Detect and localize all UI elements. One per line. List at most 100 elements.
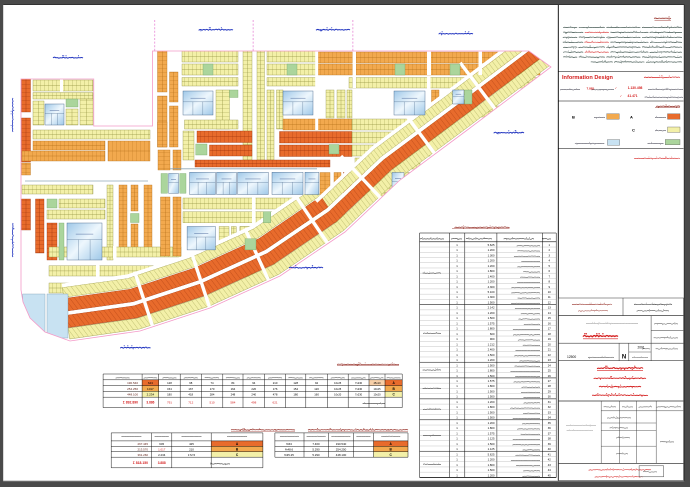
svg-text:1: 1	[456, 306, 458, 310]
svg-text:1.125: 1.125	[488, 447, 495, 451]
svg-text:1: 1	[456, 327, 458, 331]
svg-text:180: 180	[293, 393, 298, 397]
svg-text:1: 1	[456, 431, 458, 435]
svg-text:6: 6	[549, 269, 551, 273]
svg-text:1: 1	[456, 442, 458, 446]
svg-text:25: 25	[548, 369, 552, 373]
svg-text:1: 1	[456, 437, 458, 441]
svg-text:30: 30	[548, 395, 552, 399]
svg-text:✓: ✓	[620, 94, 622, 98]
svg-text:42: 42	[548, 458, 552, 462]
svg-text:1: 1	[456, 374, 458, 378]
svg-text:645: 645	[159, 442, 164, 446]
svg-text:1.200: 1.200	[488, 400, 495, 404]
svg-text:210: 210	[189, 447, 194, 451]
svg-text:1: 1	[456, 316, 458, 320]
svg-text:1.300: 1.300	[488, 295, 495, 299]
svg-text:1: 1	[456, 416, 458, 420]
svg-text:C: C	[392, 393, 395, 397]
svg-text:418: 418	[188, 393, 193, 397]
svg-text:Σ 818.150: Σ 818.150	[133, 461, 148, 465]
svg-text:1.500: 1.500	[488, 353, 495, 357]
svg-text:2.142: 2.142	[488, 306, 495, 310]
svg-text:267.445: 267.445	[138, 442, 149, 446]
svg-text:128: 128	[293, 381, 298, 385]
svg-text:1.200: 1.200	[488, 280, 495, 284]
svg-text:1.125: 1.125	[488, 437, 495, 441]
svg-text:1: 1	[456, 421, 458, 425]
svg-text:1: 1	[456, 295, 458, 299]
svg-text:1: 1	[549, 243, 551, 247]
svg-text:1: 1	[456, 321, 458, 325]
svg-text:2.234: 2.234	[158, 453, 166, 457]
svg-text:4.300: 4.300	[488, 285, 495, 289]
svg-text:712: 712	[188, 401, 193, 405]
svg-text:23: 23	[548, 358, 552, 362]
svg-text:16: 16	[548, 321, 552, 325]
svg-text:3.888: 3.888	[158, 461, 166, 465]
svg-text:10: 10	[548, 290, 552, 294]
svg-text:1: 1	[456, 290, 458, 294]
svg-text:1: 1	[456, 426, 458, 430]
svg-text:A: A	[392, 381, 395, 385]
svg-text:✓: ✓	[615, 86, 617, 90]
svg-text:1: 1	[456, 405, 458, 409]
svg-text:A: A	[236, 442, 239, 446]
svg-text:Information Design: Information Design	[562, 75, 614, 81]
svg-text:84: 84	[231, 381, 235, 385]
svg-text:68: 68	[189, 381, 193, 385]
svg-text:1: 1	[456, 379, 458, 383]
svg-text:1: 1	[456, 253, 458, 257]
svg-text:1.500: 1.500	[488, 395, 495, 399]
svg-text:1: 1	[456, 395, 458, 399]
svg-text:254.250: 254.250	[127, 387, 138, 391]
svg-text:19: 19	[548, 337, 552, 341]
svg-text:220: 220	[251, 387, 256, 391]
svg-text:9: 9	[549, 285, 551, 289]
svg-text:10x20: 10x20	[373, 393, 381, 397]
svg-text:%35.25: %35.25	[284, 453, 294, 457]
svg-text:1.500: 1.500	[488, 468, 495, 472]
svg-text:1: 1	[456, 248, 458, 252]
svg-text:1.200: 1.200	[488, 248, 495, 252]
svg-text:17: 17	[548, 327, 552, 331]
svg-text:213.570: 213.570	[138, 447, 149, 451]
svg-text:5.100: 5.100	[488, 290, 495, 294]
svg-text:41.471: 41.471	[628, 94, 638, 98]
svg-text:7.885: 7.885	[587, 87, 595, 91]
svg-text:1: 1	[456, 342, 458, 346]
svg-text:18: 18	[548, 332, 552, 336]
svg-text:13: 13	[548, 306, 552, 310]
svg-text:361.260: 361.260	[138, 453, 149, 457]
svg-text:425: 425	[189, 442, 194, 446]
svg-text:74: 74	[210, 381, 214, 385]
svg-text:15: 15	[548, 316, 552, 320]
svg-text:643: 643	[148, 381, 153, 385]
svg-text:B: B	[572, 114, 575, 119]
svg-text:1: 1	[456, 473, 458, 477]
svg-text:510: 510	[210, 401, 215, 405]
svg-text:40: 40	[548, 447, 552, 451]
svg-text:12: 12	[548, 300, 552, 304]
svg-text:1: 1	[456, 463, 458, 467]
svg-text:1.200: 1.200	[488, 259, 495, 263]
svg-text:154: 154	[167, 387, 172, 391]
svg-text:1: 1	[456, 410, 458, 414]
svg-text:A: A	[390, 442, 393, 446]
svg-text:1: 1	[456, 363, 458, 367]
svg-text:1.017: 1.017	[158, 447, 166, 451]
svg-text:900: 900	[490, 337, 495, 341]
svg-text:C: C	[632, 128, 635, 133]
svg-text:34: 34	[548, 416, 552, 420]
svg-text:1.130.498: 1.130.498	[628, 86, 643, 90]
svg-text:1.500: 1.500	[488, 389, 495, 393]
svg-text:5.625: 5.625	[488, 243, 495, 247]
svg-text:498: 498	[251, 401, 256, 405]
svg-text:128: 128	[167, 381, 172, 385]
svg-text:1.200: 1.200	[488, 358, 495, 362]
svg-text:26: 26	[548, 374, 552, 378]
svg-text:1.212: 1.212	[488, 342, 495, 346]
svg-text:1: 1	[456, 280, 458, 284]
svg-text:1.800: 1.800	[488, 369, 495, 373]
svg-text:1: 1	[456, 285, 458, 289]
